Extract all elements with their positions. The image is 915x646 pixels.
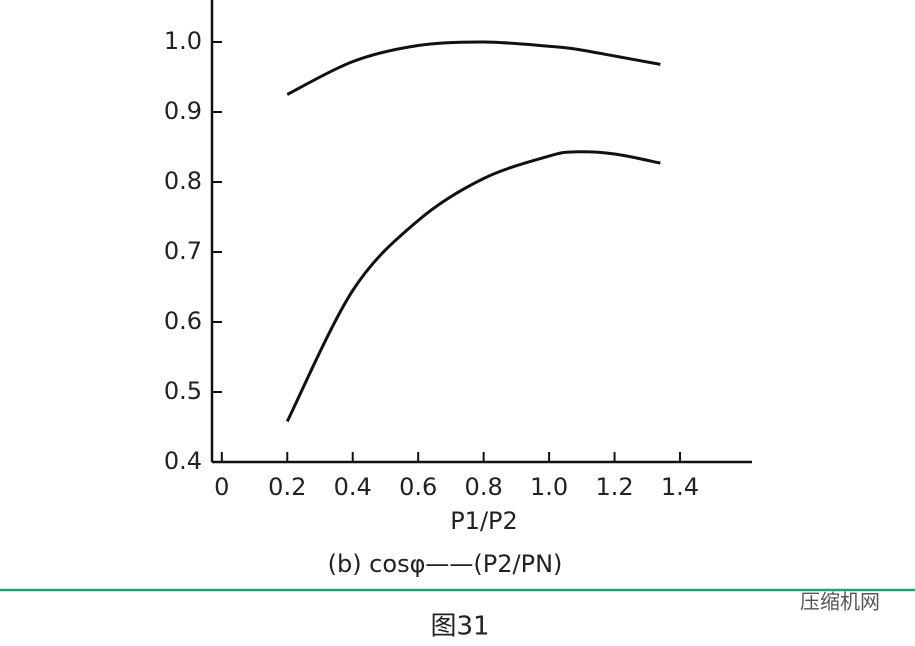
x-tick-label: 0: [214, 473, 229, 501]
x-tick-label: 1.0: [530, 473, 568, 501]
x-axis-label: P1/P2: [450, 507, 518, 535]
y-tick-label: 0.4: [164, 447, 202, 475]
x-tick-label: 1.4: [661, 473, 699, 501]
curve: [285, 150, 661, 423]
curve: [286, 40, 661, 96]
y-tick-label: 1.0: [164, 27, 202, 55]
watermark: 压缩机网: [800, 590, 880, 614]
x-tick-label: 0.8: [465, 473, 503, 501]
y-tick-label: 0.7: [164, 237, 202, 265]
x-tick-label: 0.4: [334, 473, 372, 501]
y-tick-label: 0.5: [164, 377, 202, 405]
figure-label: 图31: [430, 612, 489, 642]
y-tick-label: 0.6: [164, 307, 202, 335]
x-tick-label: 0.6: [399, 473, 437, 501]
x-tick-label: 0.2: [268, 473, 306, 501]
x-tick-label: 1.2: [595, 473, 633, 501]
caption: (b) cosφ——(P2/PN): [328, 550, 563, 578]
y-tick-label: 0.9: [164, 97, 202, 125]
y-tick-label: 0.8: [164, 167, 202, 195]
